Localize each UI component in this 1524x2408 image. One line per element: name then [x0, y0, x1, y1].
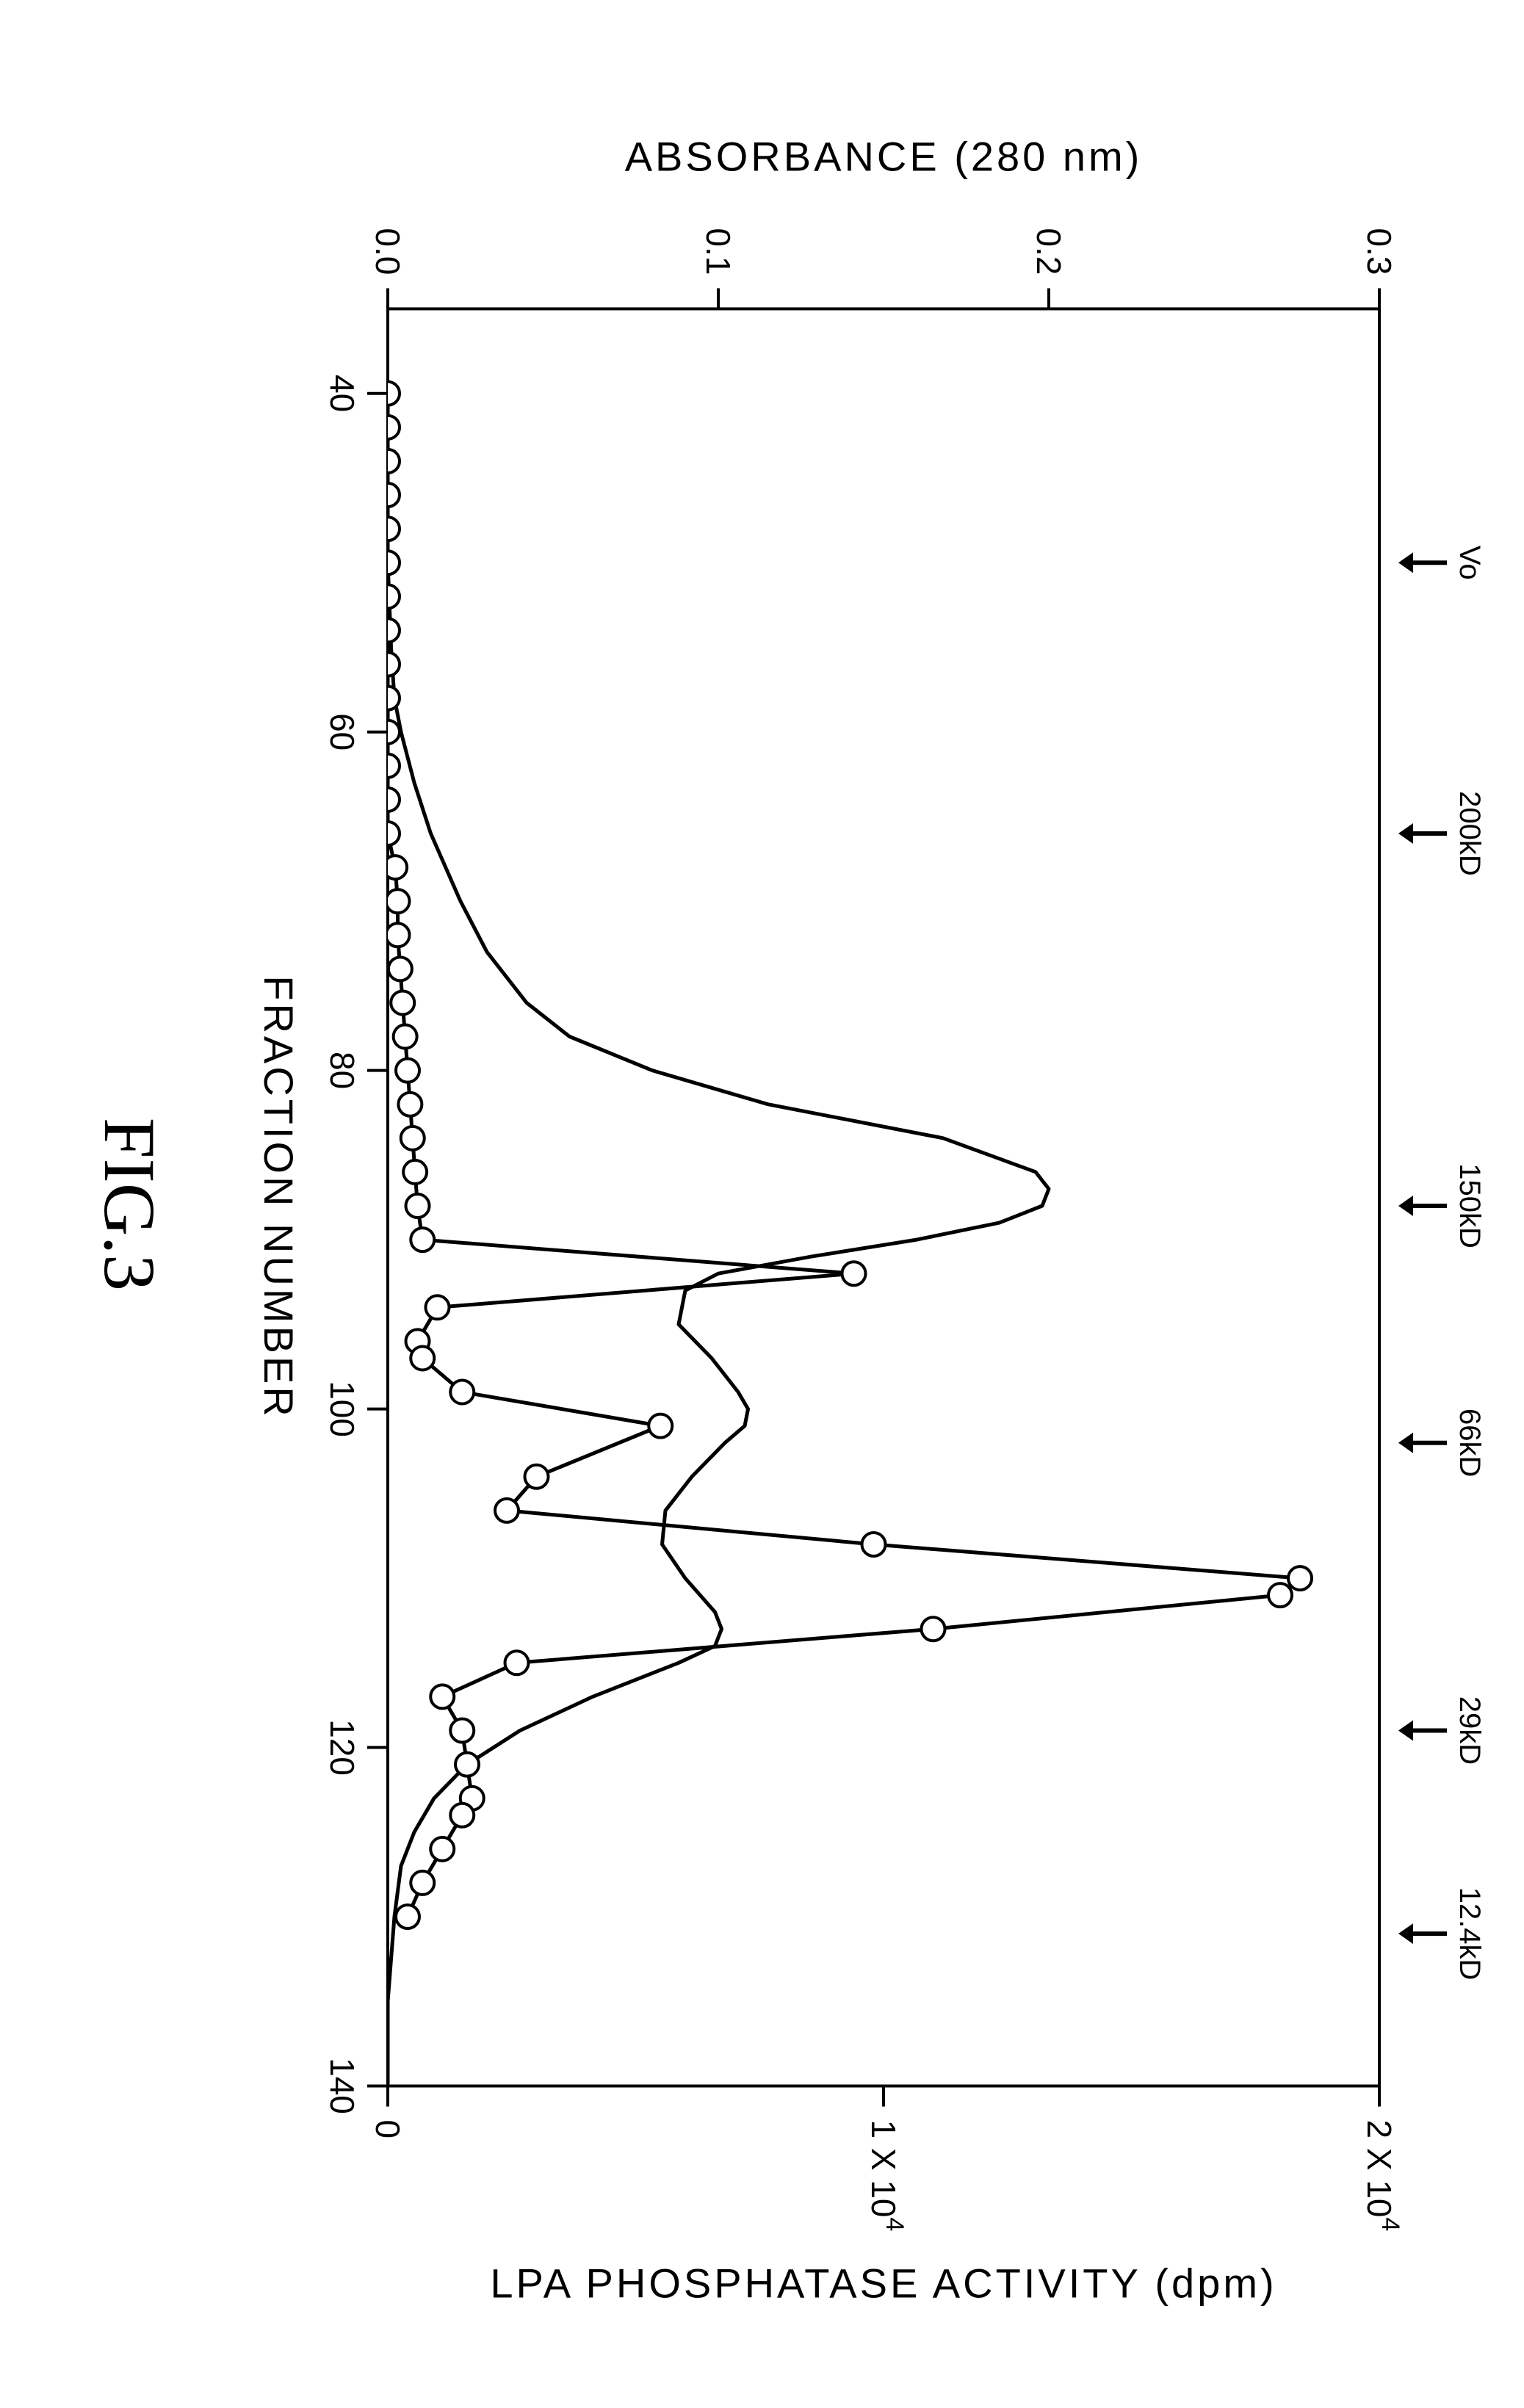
plot-frame: [388, 308, 1379, 2086]
mw-marker-label: 200kD: [1453, 791, 1486, 876]
activity-marker: [495, 1498, 519, 1522]
activity-marker: [524, 1464, 548, 1488]
activity-marker: [1288, 1566, 1312, 1590]
activity-marker: [398, 1092, 422, 1116]
activity-marker: [400, 1126, 424, 1149]
y-right-axis-title: LPA PHOSPHATASE ACTIVITY (dpm): [490, 2260, 1276, 2306]
mw-marker-label: 150kD: [1453, 1163, 1486, 1248]
y-left-tick-label: 0.1: [699, 228, 737, 275]
activity-marker: [425, 1295, 449, 1319]
activity-marker: [430, 1685, 454, 1708]
x-tick-label: 40: [323, 375, 361, 412]
y-left-tick-label: 0.3: [1360, 228, 1398, 275]
mw-marker-arrow-head: [1398, 822, 1413, 843]
mw-marker-arrow-head: [1398, 1196, 1413, 1216]
figure-container: 40 60 80 100 120 140 FRACTION NUMBER 0.0 0.1 0.2 0…: [0, 0, 1524, 2408]
activity-marker: [388, 957, 411, 980]
activity-marker: [405, 1194, 429, 1218]
activity-marker: [842, 1262, 865, 1285]
activity-marker: [386, 923, 409, 947]
y-left-tick-label: 0.0: [369, 228, 407, 275]
mw-marker-label: Vo: [1453, 545, 1486, 579]
activity-marker: [391, 991, 414, 1014]
y-left-axis-title: ABSORBANCE (280 nm): [624, 133, 1142, 179]
figure-label: FIG.3: [89, 1117, 170, 1290]
plot-rotated-wrapper: 40 60 80 100 120 140 FRACTION NUMBER 0.0 0.1 0.2 0…: [0, 0, 1524, 2408]
activity-marker: [411, 1228, 434, 1251]
chromatography-chart: 40 60 80 100 120 140 FRACTION NUMBER 0.0 0.1 0.2 0…: [2, 0, 1524, 2408]
y-left-tick-label: 0.2: [1030, 228, 1068, 275]
y-right-tick-label: 0: [369, 2119, 407, 2138]
activity-marker: [862, 1532, 885, 1555]
activity-marker: [396, 1058, 419, 1082]
activity-marker: [921, 1617, 945, 1641]
activity-marker: [450, 1380, 474, 1403]
activity-marker: [1268, 1583, 1292, 1607]
y-right-tick-label: 2 X 104: [1360, 2119, 1404, 2231]
x-tick-label: 80: [323, 1052, 361, 1089]
activity-marker: [649, 1414, 672, 1437]
activity-marker: [455, 1752, 479, 1776]
mw-marker-arrow-head: [1398, 1432, 1413, 1453]
x-tick-label: 60: [323, 713, 361, 751]
x-axis-title: FRACTION NUMBER: [256, 975, 302, 1419]
absorbance-line: [388, 393, 1049, 2086]
activity-line: [388, 393, 1300, 1916]
activity-marker: [411, 1870, 434, 1894]
mw-marker-arrow-head: [1398, 552, 1413, 573]
mw-marker-label: 29kD: [1453, 1696, 1486, 1764]
mw-marker-label: 12.4kD: [1453, 1887, 1486, 1980]
activity-marker: [430, 1837, 454, 1860]
activity-marker: [403, 1160, 427, 1183]
activity-marker: [450, 1718, 474, 1742]
activity-marker: [505, 1651, 528, 1674]
mw-marker-label: 66kD: [1453, 1408, 1486, 1476]
x-tick-label: 140: [323, 2058, 361, 2114]
activity-marker: [396, 1905, 419, 1928]
x-tick-label: 100: [323, 1381, 361, 1437]
activity-marker: [386, 889, 409, 913]
activity-marker: [450, 1803, 474, 1826]
mw-marker-arrow-head: [1398, 1720, 1413, 1740]
activity-marker: [393, 1024, 416, 1048]
mw-marker-arrow-head: [1398, 1923, 1413, 1944]
x-tick-label: 120: [323, 1719, 361, 1776]
activity-marker: [411, 1346, 434, 1370]
y-right-tick-label: 1 X 104: [864, 2119, 909, 2231]
